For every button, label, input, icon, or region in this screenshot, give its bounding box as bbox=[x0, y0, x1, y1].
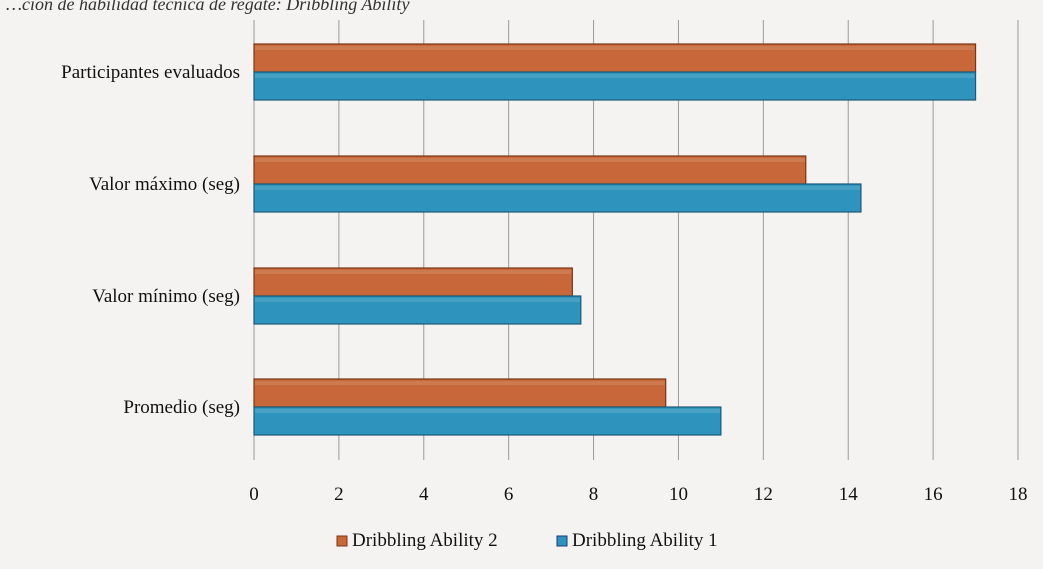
bar-highlight bbox=[255, 74, 975, 78]
bar-highlight bbox=[255, 298, 580, 302]
bar-highlight bbox=[255, 381, 665, 385]
x-tick-label: 12 bbox=[754, 484, 773, 505]
legend-swatch bbox=[336, 535, 348, 547]
x-tick-label: 2 bbox=[334, 484, 344, 505]
x-tick-label: 6 bbox=[504, 484, 514, 505]
bar-dribbling-ability-1 bbox=[253, 295, 582, 325]
figure-caption-fragment: …ción de habilidad técnica de regate: Dr… bbox=[6, 0, 410, 14]
bar-dribbling-ability-2 bbox=[253, 43, 977, 73]
legend-label: Dribbling Ability 1 bbox=[572, 530, 718, 551]
x-axis-ticks: 0 2 4 6 8 10 12 14 16 18 bbox=[249, 484, 1027, 505]
legend: Dribbling Ability 2 Dribbling Ability 1 bbox=[336, 530, 718, 551]
bar-highlight bbox=[255, 409, 720, 413]
x-tick-label: 8 bbox=[589, 484, 599, 505]
bars: Participantes evaluados Valor máximo (seg… bbox=[61, 43, 977, 436]
category-label: Valor máximo (seg) bbox=[89, 174, 240, 195]
x-tick-label: 0 bbox=[249, 484, 259, 505]
bar-highlight bbox=[255, 270, 572, 274]
x-tick-label: 10 bbox=[669, 484, 688, 505]
x-tick-label: 14 bbox=[839, 484, 859, 505]
x-tick-label: 18 bbox=[1009, 484, 1028, 505]
x-tick-label: 16 bbox=[924, 484, 943, 505]
category-label: Promedio (seg) bbox=[123, 397, 240, 418]
bar-dribbling-ability-2 bbox=[253, 267, 573, 297]
bar-highlight bbox=[255, 158, 805, 162]
category-label: Valor mínimo (seg) bbox=[92, 286, 240, 307]
legend-swatch bbox=[556, 535, 568, 547]
bar-highlight bbox=[255, 46, 975, 50]
bar-highlight bbox=[255, 186, 860, 190]
bar-dribbling-ability-1 bbox=[253, 406, 722, 436]
x-tick-label: 4 bbox=[419, 484, 429, 505]
bar-dribbling-ability-1 bbox=[253, 71, 977, 101]
bar-dribbling-ability-1 bbox=[253, 183, 862, 213]
legend-label: Dribbling Ability 2 bbox=[352, 530, 498, 551]
bar-dribbling-ability-2 bbox=[253, 378, 667, 408]
category-label: Participantes evaluados bbox=[61, 62, 240, 83]
